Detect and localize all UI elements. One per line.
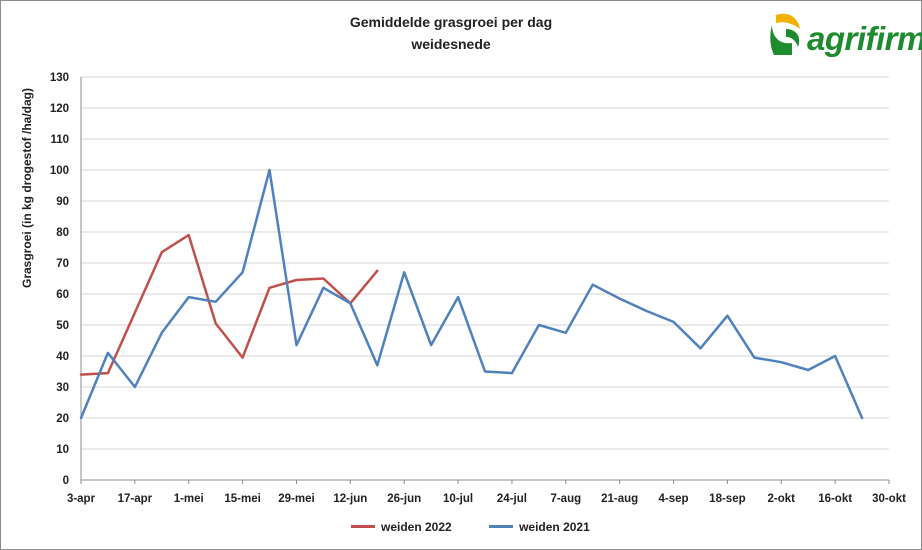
- y-tick-label: 30: [56, 382, 69, 394]
- y-tick-label: 20: [56, 413, 69, 425]
- y-tick-label: 50: [56, 320, 69, 332]
- y-tick-label: 100: [50, 165, 69, 177]
- x-tick-label: 4-sep: [659, 493, 689, 505]
- legend-label-2022: weiden 2022: [381, 519, 452, 534]
- x-tick-label: 7-aug: [550, 493, 581, 505]
- legend-swatch-2021: [489, 525, 514, 528]
- agrifirm-logo-icon: [770, 13, 800, 55]
- legend-label-2021: weiden 2021: [519, 519, 590, 534]
- chart-title-line-1: Gemiddelde grasgroei per dag: [349, 14, 553, 30]
- series-lines: [79, 168, 864, 420]
- series-line-weiden-2021: [79, 168, 864, 420]
- x-tick-label: 29-mei: [278, 493, 314, 505]
- grid-lines: [80, 76, 889, 481]
- x-tick-label: 24-jul: [497, 493, 527, 505]
- y-tick-label: 70: [56, 258, 69, 270]
- y-tick-label: 10: [56, 444, 69, 456]
- chart-title-line-2: weidesnede: [411, 36, 491, 52]
- x-tick-label: 15-mei: [224, 493, 260, 505]
- y-tick-labels: 0 10 20 30 40 50 60 70 80 90 100 110 120 130: [50, 72, 69, 487]
- y-tick-label: 130: [50, 72, 69, 84]
- x-tick-label: 17-apr: [118, 493, 153, 505]
- y-tick-label: 90: [56, 196, 69, 208]
- y-tick-label: 0: [63, 475, 69, 487]
- logo-wordmark: agrifirm: [807, 20, 922, 57]
- x-tick-labels: 3-apr 17-apr 1-mei 15-mei 29-mei 12-jun 26-jun…: [67, 480, 906, 505]
- x-tick-label: 2-okt: [768, 493, 796, 505]
- y-tick-label: 110: [50, 134, 69, 146]
- y-tick-label: 60: [56, 289, 69, 301]
- x-tick-label: 10-jul: [443, 493, 473, 505]
- x-tick-label: 12-jun: [333, 493, 367, 505]
- x-tick-label: 16-okt: [818, 493, 852, 505]
- y-tick-label: 120: [50, 103, 69, 115]
- logo-leaf-yellow: [776, 13, 800, 29]
- y-tick-label: 40: [56, 351, 69, 363]
- x-tick-label: 30-okt: [872, 493, 906, 505]
- x-tick-label: 21-aug: [601, 493, 638, 505]
- legend: weiden 2022 weiden 2021: [351, 517, 624, 534]
- series-line-weiden-2022: [79, 233, 379, 376]
- x-tick-label: 1-mei: [174, 493, 204, 505]
- y-tick-label: 80: [56, 227, 69, 239]
- x-tick-label: 18-sep: [709, 493, 745, 505]
- legend-item-2021: weiden 2021: [489, 520, 590, 534]
- chart-title: Gemiddelde grasgroei per dag weidesnede: [231, 11, 671, 55]
- legend-swatch-2022: [351, 525, 375, 528]
- legend-item-2022: weiden 2022: [351, 520, 452, 534]
- x-tick-label: 3-apr: [67, 493, 96, 505]
- x-tick-label: 26-jun: [387, 493, 421, 505]
- logo-swirl-green: [786, 29, 800, 47]
- logo-leaf-green: [770, 25, 792, 55]
